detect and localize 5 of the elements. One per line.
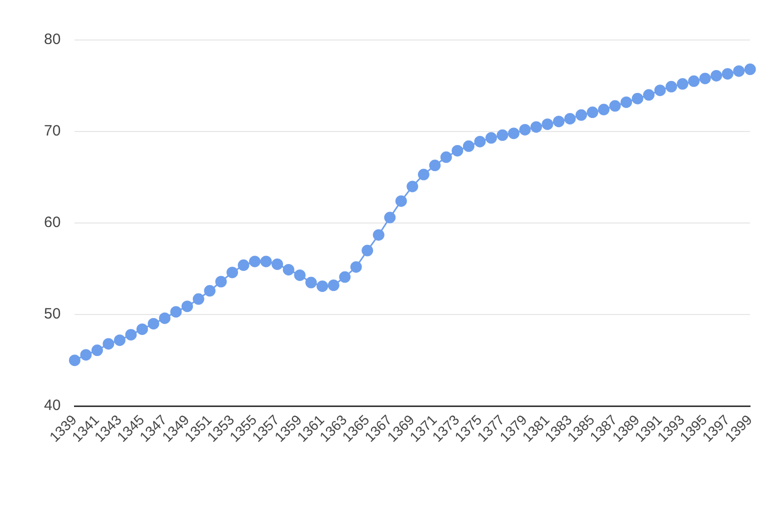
y-tick-label: 80 <box>44 31 61 48</box>
y-tick-label: 70 <box>44 122 61 140</box>
y-tick-label: 50 <box>44 306 61 323</box>
y-tick-label: 60 <box>44 214 61 232</box>
y-tick-label: 40 <box>44 397 61 414</box>
